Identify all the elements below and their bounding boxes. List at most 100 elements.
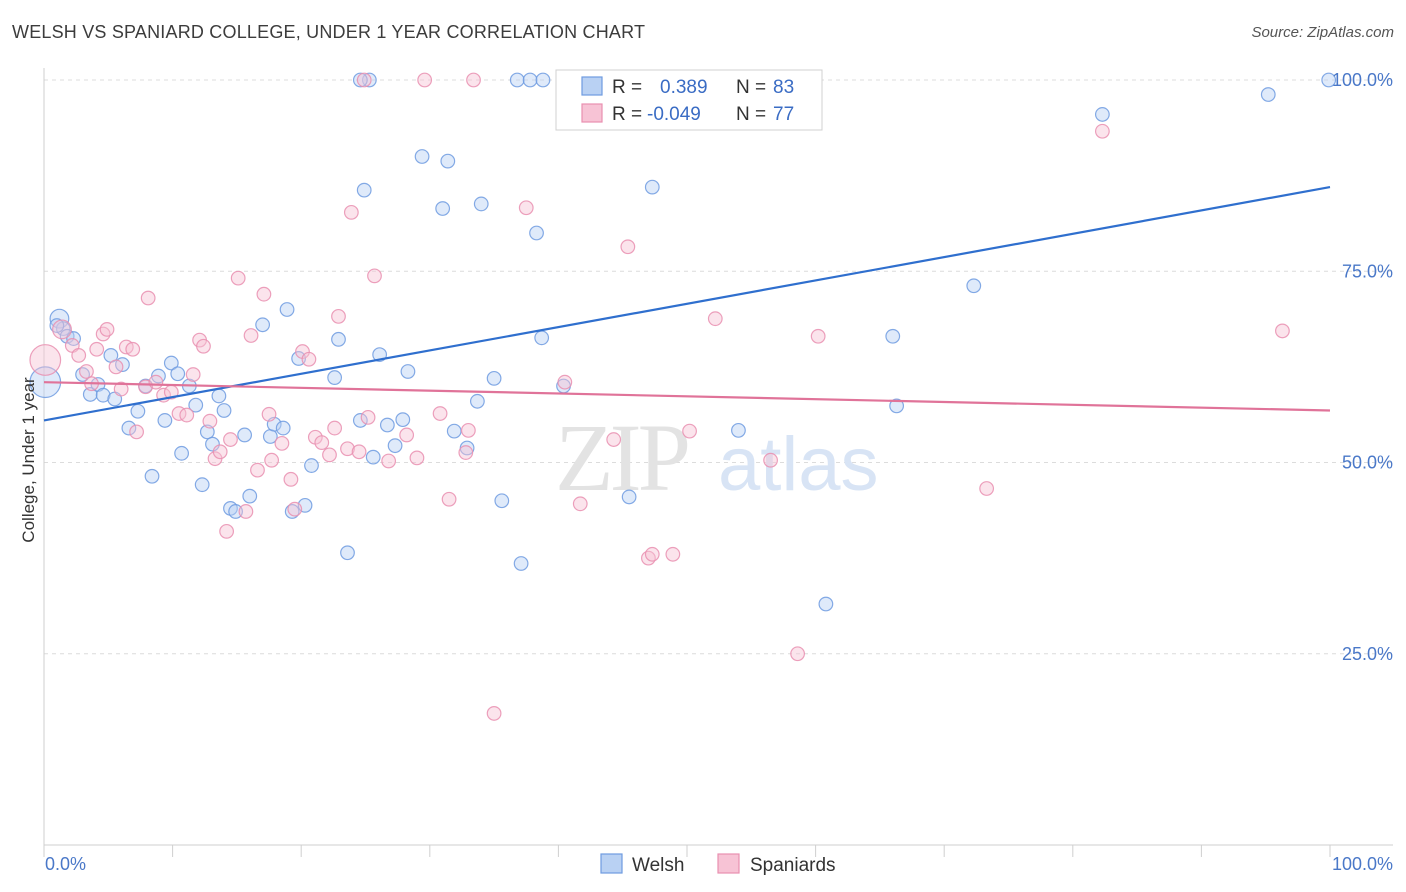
stats-swatch-spaniards xyxy=(581,103,603,123)
y-tick-label-50: 50.0% xyxy=(1342,453,1393,473)
legend-label-spaniards: Spaniards xyxy=(750,855,836,876)
point-welsh-57 xyxy=(469,393,485,409)
point-spaniards-26 xyxy=(212,444,228,460)
series-legend: Welsh Spaniards xyxy=(600,853,836,876)
point-welsh-30 xyxy=(237,427,253,443)
x-tick-label-min: 0.0% xyxy=(45,854,86,874)
point-welsh-45 xyxy=(356,182,372,198)
y-axis-title: College, Under 1 year xyxy=(19,377,38,543)
point-spaniards-20 xyxy=(179,407,195,423)
stats-r-label-spaniards: R = xyxy=(612,104,642,125)
point-welsh-41 xyxy=(327,370,343,385)
point-spaniards-59 xyxy=(460,422,476,438)
point-spaniards-58 xyxy=(458,445,474,460)
point-spaniards-51 xyxy=(367,268,382,284)
point-welsh-63 xyxy=(522,72,538,88)
point-welsh-18 xyxy=(163,355,179,371)
point-welsh-60 xyxy=(494,493,510,509)
point-welsh-29 xyxy=(228,504,244,519)
point-welsh-77 xyxy=(1260,87,1276,102)
point-spaniards-42 xyxy=(314,435,330,451)
point-spaniards-57 xyxy=(441,491,457,507)
point-spaniards-21 xyxy=(185,367,201,382)
point-spaniards-65 xyxy=(606,432,622,447)
point-welsh-19 xyxy=(170,366,186,382)
point-spaniards-54 xyxy=(409,450,425,466)
point-welsh-46 xyxy=(365,449,381,465)
point-spaniards-45 xyxy=(331,308,346,324)
point-spaniards-43 xyxy=(322,447,337,463)
point-spaniards-24 xyxy=(202,413,218,429)
stats-swatch-welsh xyxy=(581,76,603,96)
point-welsh-65 xyxy=(529,225,544,241)
point-spaniards-8 xyxy=(99,321,115,337)
point-spaniards-69 xyxy=(665,546,681,562)
stats-legend: R = 0.389 N = 83 R = -0.049 N = 77 xyxy=(555,69,823,131)
point-spaniards-47 xyxy=(343,204,359,220)
legend-swatch-welsh xyxy=(600,853,623,874)
point-welsh-64 xyxy=(535,72,551,88)
point-welsh-55 xyxy=(446,423,462,439)
point-welsh-72 xyxy=(818,596,834,612)
point-spaniards-61 xyxy=(486,706,502,721)
point-spaniards-28 xyxy=(223,432,238,447)
point-welsh-49 xyxy=(387,438,403,454)
point-welsh-73 xyxy=(885,328,901,344)
point-spaniards-38 xyxy=(287,501,303,517)
point-spaniards-64 xyxy=(572,496,588,512)
point-welsh-51 xyxy=(400,364,416,379)
point-spaniards-60 xyxy=(466,72,481,88)
point-spaniards-62 xyxy=(518,200,534,216)
point-welsh-32 xyxy=(255,317,271,333)
point-welsh-8 xyxy=(95,387,111,403)
point-spaniards-13 xyxy=(129,424,144,440)
point-spaniards-1 xyxy=(52,319,72,340)
y-tick-label-100: 100.0% xyxy=(1332,70,1393,90)
point-spaniards-66 xyxy=(620,239,636,255)
point-spaniards-49 xyxy=(356,72,372,88)
point-spaniards-4 xyxy=(79,364,94,379)
point-welsh-20 xyxy=(174,445,190,461)
point-welsh-42 xyxy=(331,331,346,347)
point-spaniards-68 xyxy=(644,546,660,562)
point-spaniards-70 xyxy=(682,423,697,439)
point-welsh-12 xyxy=(121,420,137,436)
point-spaniards-29 xyxy=(230,270,246,286)
point-spaniards-52 xyxy=(381,453,397,469)
point-spaniards-35 xyxy=(264,452,280,468)
point-welsh-78 xyxy=(1321,72,1337,88)
point-spaniards-3 xyxy=(71,348,87,363)
point-welsh-70 xyxy=(644,179,660,195)
point-spaniards-53 xyxy=(399,427,415,443)
grid-lines xyxy=(44,79,1393,655)
point-welsh-37 xyxy=(284,504,300,519)
point-spaniards-9 xyxy=(108,359,124,375)
point-welsh-52 xyxy=(414,149,430,164)
point-welsh-25 xyxy=(205,436,220,452)
point-spaniards-32 xyxy=(250,462,265,478)
stats-n-value-spaniards: 77 xyxy=(773,104,794,125)
point-spaniards-16 xyxy=(148,374,164,390)
watermark-zip: ZIP xyxy=(555,404,688,511)
point-spaniards-72 xyxy=(763,452,778,468)
point-welsh-27 xyxy=(216,403,232,418)
watermark-atlas: atlas xyxy=(718,422,879,507)
point-spaniards-77 xyxy=(1275,323,1290,339)
point-spaniards-74 xyxy=(810,328,826,344)
point-welsh-58 xyxy=(473,196,489,212)
x-tick-label-max: 100.0% xyxy=(1332,854,1393,874)
point-spaniards-23 xyxy=(196,338,211,354)
point-welsh-13 xyxy=(130,403,146,419)
point-spaniards-0 xyxy=(29,344,62,376)
point-spaniards-27 xyxy=(219,523,235,539)
trend-lines xyxy=(43,186,1331,422)
point-welsh-6 xyxy=(82,387,98,402)
stats-n-label-welsh: N = xyxy=(736,77,766,98)
point-spaniards-76 xyxy=(1094,123,1110,139)
point-welsh-17 xyxy=(157,413,173,428)
trend-line-spaniards xyxy=(43,381,1331,412)
point-spaniards-36 xyxy=(274,435,290,451)
point-welsh-80 xyxy=(352,72,368,88)
series-spaniards-points xyxy=(29,72,1290,721)
